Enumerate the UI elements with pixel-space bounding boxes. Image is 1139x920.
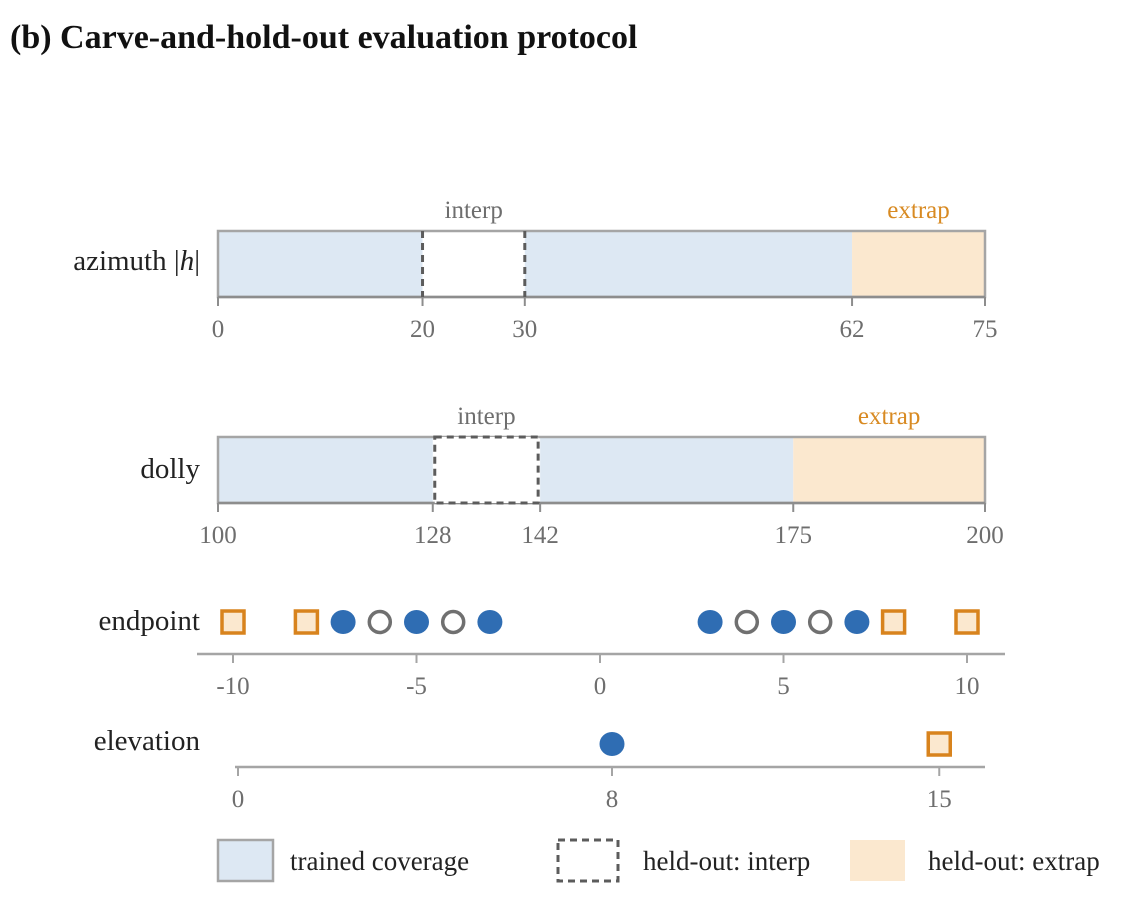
tick-label: -10 <box>216 673 249 700</box>
legend-label: held-out: extrap <box>928 846 1100 876</box>
dolly-row: dolly interp extrap 100 128 142 175 200 <box>140 403 1003 549</box>
legend: trained coverage held-out: interp held-out… <box>216 838 1100 883</box>
tick-label: 0 <box>212 316 225 343</box>
tick-label: 142 <box>521 522 559 549</box>
tick-label: 62 <box>840 316 865 343</box>
trained-point <box>330 610 356 634</box>
interp-label: interp <box>457 403 515 430</box>
tick-label: -5 <box>406 673 427 700</box>
tick-label: 175 <box>775 522 813 549</box>
tick-label: 20 <box>410 316 435 343</box>
extrap-point <box>880 609 907 635</box>
tick-label: 200 <box>966 522 1004 549</box>
elevation-row: elevation 0 8 15 <box>94 725 985 813</box>
interp-point <box>807 609 833 635</box>
figure-title: (b) Carve-and-hold-out evaluation protoc… <box>10 19 637 56</box>
extrap-point <box>954 609 980 635</box>
tick-label: 100 <box>199 522 237 549</box>
elevation-label: elevation <box>94 725 201 757</box>
legend-trained-swatch <box>216 838 275 883</box>
extrap-region <box>793 437 985 503</box>
interp-point <box>734 609 760 635</box>
legend-interp-swatch <box>556 838 620 883</box>
endpoint-label: endpoint <box>99 605 201 637</box>
tick-label: 8 <box>606 786 619 813</box>
interp-box <box>433 435 540 505</box>
trained-segment <box>524 231 853 297</box>
interp-point <box>367 609 393 635</box>
azimuth-row: azimuth |h| interp extrap 0 20 30 62 75 <box>73 197 997 343</box>
tick-label: 15 <box>927 786 952 813</box>
label-part: | <box>194 245 200 277</box>
extrap-label: extrap <box>858 403 920 430</box>
extrap-label: extrap <box>887 197 949 224</box>
extrap-point <box>220 609 246 635</box>
legend-label: trained coverage <box>290 846 469 876</box>
extrap-point <box>926 731 952 757</box>
label-italic: h <box>180 245 195 277</box>
tick-label: 0 <box>232 786 245 813</box>
interp-point <box>440 609 466 635</box>
label-part: azimuth | <box>73 245 179 277</box>
interp-label: interp <box>445 197 503 224</box>
endpoint-row: endpoint -10 -5 0 5 10 <box>99 605 1005 700</box>
tick-label: 10 <box>955 673 980 700</box>
legend-label: held-out: interp <box>643 846 810 876</box>
trained-point <box>844 610 870 634</box>
legend-extrap-swatch <box>850 840 905 881</box>
trained-point <box>599 732 625 756</box>
extrap-point <box>293 609 320 635</box>
tick-label: 128 <box>414 522 452 549</box>
dolly-label: dolly <box>140 453 200 485</box>
tick-label: 30 <box>512 316 537 343</box>
tick-label: 5 <box>777 673 790 700</box>
trained-segment <box>218 437 433 503</box>
tick-label: 0 <box>594 673 607 700</box>
trained-point <box>771 610 796 634</box>
trained-point <box>404 610 429 634</box>
trained-point <box>697 610 723 634</box>
trained-point <box>477 610 503 634</box>
tick-label: 75 <box>973 316 998 343</box>
trained-segment <box>218 231 423 297</box>
extrap-region <box>852 231 985 297</box>
azimuth-label: azimuth |h| <box>73 245 200 277</box>
trained-segment <box>540 437 794 503</box>
